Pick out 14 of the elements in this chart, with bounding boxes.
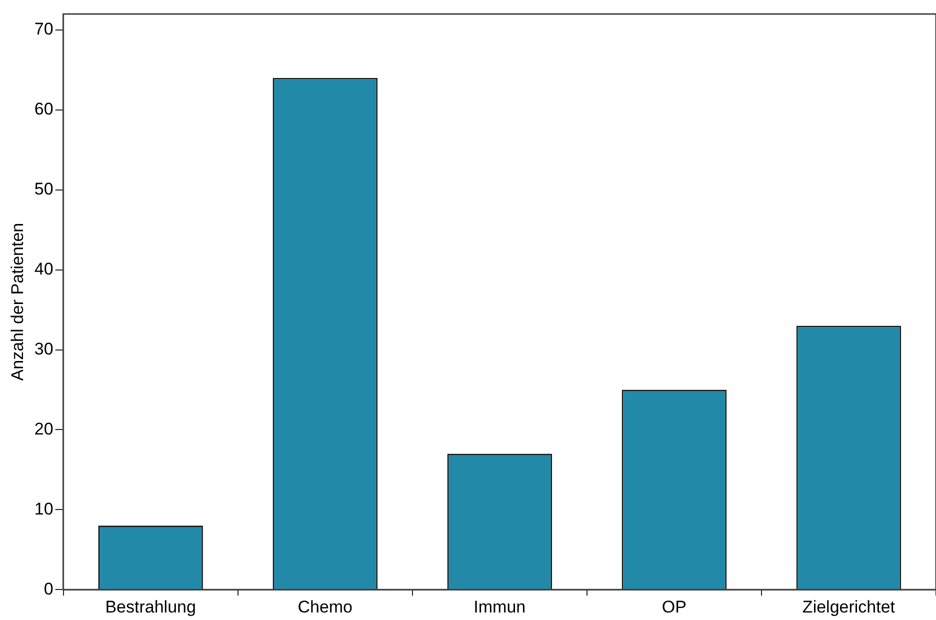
x-tick-label: OP bbox=[662, 597, 686, 616]
x-tick-label: Bestrahlung bbox=[105, 597, 196, 616]
y-tick-label: 30 bbox=[34, 339, 54, 358]
y-tick-label: 60 bbox=[34, 100, 54, 119]
x-tick-label: Chemo bbox=[298, 597, 353, 616]
x-tick-label: Immun bbox=[474, 597, 526, 616]
y-tick-label: 20 bbox=[34, 419, 54, 438]
y-axis-title: Anzahl der Patienten bbox=[8, 222, 27, 381]
y-tick-label: 70 bbox=[34, 20, 54, 39]
x-tick-label: Zielgerichtet bbox=[802, 597, 896, 616]
y-tick-label: 0 bbox=[44, 579, 54, 598]
y-tick-label: 40 bbox=[34, 260, 54, 279]
y-tick-label: 10 bbox=[34, 499, 54, 518]
y-tick-label: 50 bbox=[34, 180, 54, 199]
